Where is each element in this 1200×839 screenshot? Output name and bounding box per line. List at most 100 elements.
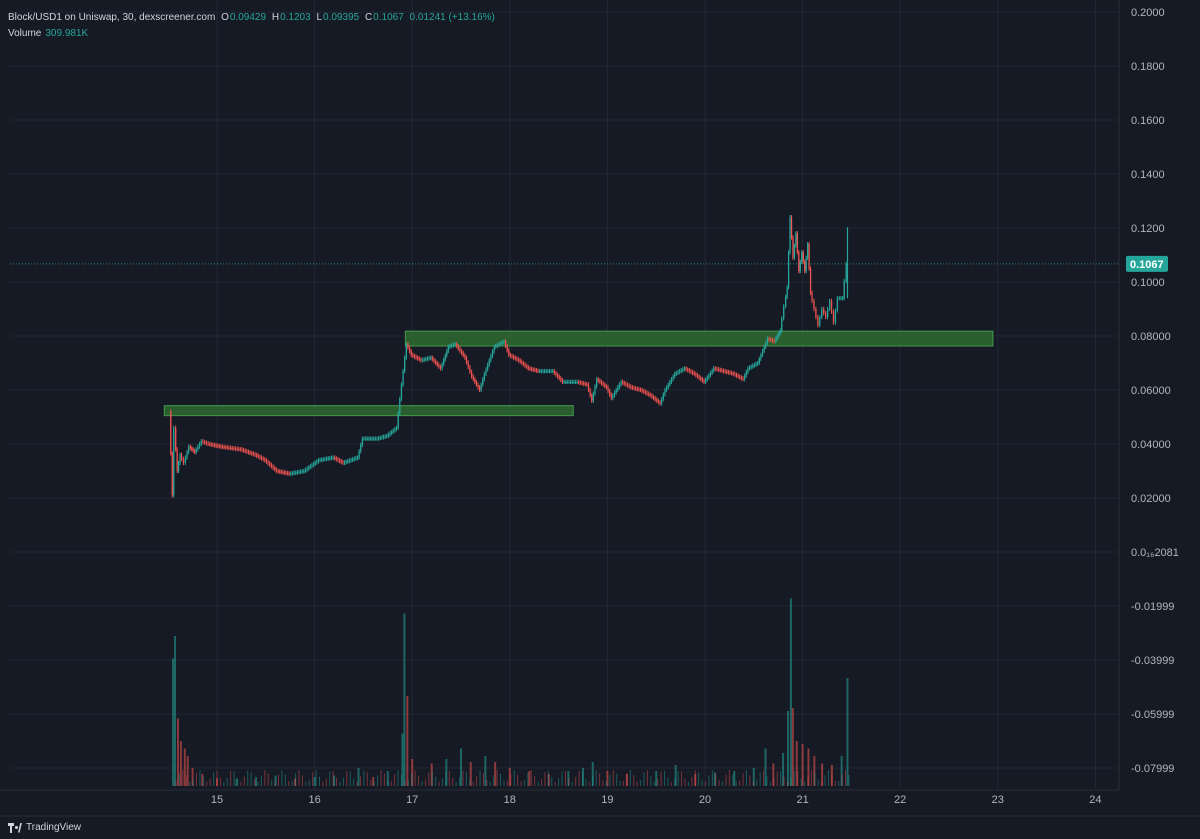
- candle-body: [234, 448, 237, 450]
- candle-body: [421, 359, 424, 361]
- candle-body: [228, 447, 230, 449]
- candle-body: [644, 391, 647, 393]
- volume-bar: [301, 775, 303, 786]
- candle-body: [475, 381, 478, 385]
- candle-body: [317, 460, 320, 462]
- candle-body: [194, 450, 196, 453]
- candle-body: [447, 346, 450, 352]
- candle-body: [382, 436, 385, 438]
- candle-body: [698, 376, 700, 378]
- volume-bar: [810, 770, 812, 786]
- volume-bar: [235, 778, 238, 786]
- volume-bar: [769, 781, 771, 786]
- candle-body: [365, 438, 367, 440]
- candle-body: [817, 317, 819, 326]
- candle-body: [680, 370, 682, 372]
- candle-body: [656, 399, 658, 401]
- candle-body: [677, 372, 679, 373]
- volume-bar: [650, 776, 652, 786]
- time-tick-label: 15: [211, 794, 223, 806]
- candle-body: [708, 375, 710, 378]
- candle-body: [527, 367, 529, 369]
- volume-bar: [670, 781, 672, 786]
- volume-bar: [756, 779, 758, 786]
- tradingview-brand[interactable]: TradingView: [8, 822, 81, 833]
- volume-bar: [660, 771, 662, 786]
- volume-bar: [465, 771, 467, 786]
- candle-body: [191, 448, 193, 450]
- volume-bar: [830, 765, 833, 786]
- candle-body: [487, 364, 489, 370]
- high-label: H: [271, 12, 280, 23]
- candle-body: [189, 446, 191, 449]
- candle-body: [407, 344, 409, 348]
- candle-body: [514, 357, 516, 359]
- volume-bar: [790, 777, 792, 786]
- candle-body: [768, 338, 770, 340]
- candle-body: [423, 359, 425, 361]
- candle-body: [576, 381, 578, 383]
- candle-body: [384, 436, 386, 438]
- candle-body: [792, 237, 794, 258]
- volume-bar: [776, 771, 778, 786]
- candle-body: [811, 292, 813, 301]
- candle-body: [740, 377, 743, 379]
- brand-label: TradingView: [26, 822, 82, 833]
- volume-bar: [247, 770, 249, 786]
- candle-body: [602, 383, 604, 385]
- candle-body: [426, 358, 429, 360]
- volume-bar: [250, 772, 252, 786]
- price-tick-label: 0.06000: [1131, 385, 1171, 397]
- volume-bar: [789, 598, 792, 786]
- volume-bar: [840, 756, 843, 786]
- volume-bar: [403, 613, 406, 786]
- volume-bar: [657, 778, 659, 786]
- symbol-label[interactable]: Block/USD1 on Uniswap, 30, dexscreener.c…: [8, 12, 216, 23]
- candle-body: [198, 444, 201, 447]
- candle-body: [524, 364, 526, 366]
- candle-body: [747, 368, 749, 372]
- candle-body: [283, 472, 286, 474]
- volume-bar: [653, 781, 655, 786]
- candle-body: [408, 347, 411, 352]
- candle-body: [522, 363, 525, 365]
- volume-bar: [452, 777, 454, 786]
- candle-body: [504, 341, 507, 346]
- volume-bar: [725, 774, 727, 786]
- candle-body: [256, 454, 258, 456]
- candle-body: [363, 438, 365, 440]
- volume-bar: [752, 768, 755, 786]
- volume-bar: [745, 770, 747, 786]
- chart-legend: Block/USD1 on Uniswap, 30, dexscreener.c…: [8, 10, 495, 42]
- price-tick-label: -0.07999: [1131, 763, 1174, 775]
- candle-body: [217, 445, 219, 447]
- open-label: O: [221, 12, 229, 23]
- candle-body: [612, 395, 614, 399]
- candle-body: [439, 366, 442, 369]
- candle-body: [535, 370, 538, 372]
- candle-body: [566, 381, 569, 383]
- volume-label[interactable]: Volume: [8, 28, 42, 39]
- candle-body: [400, 384, 403, 399]
- candle-body: [530, 368, 533, 370]
- candle-body: [418, 358, 421, 360]
- price-tick-label: -0.05999: [1131, 709, 1174, 721]
- candle-body: [613, 392, 616, 396]
- volume-bar: [739, 780, 741, 786]
- candle-body: [770, 339, 772, 341]
- candle-body: [322, 459, 325, 461]
- candle-body: [599, 380, 601, 382]
- volume-bar: [591, 762, 594, 786]
- support-zone: [163, 405, 574, 417]
- candle-body: [210, 444, 213, 446]
- candle-body: [667, 384, 669, 388]
- volume-bar: [479, 770, 481, 786]
- candle-body: [719, 369, 721, 371]
- volume-bar: [713, 772, 716, 786]
- candle-body: [610, 394, 612, 399]
- candle-body: [761, 350, 764, 355]
- volume-bar: [807, 748, 810, 786]
- candle-body: [274, 467, 276, 470]
